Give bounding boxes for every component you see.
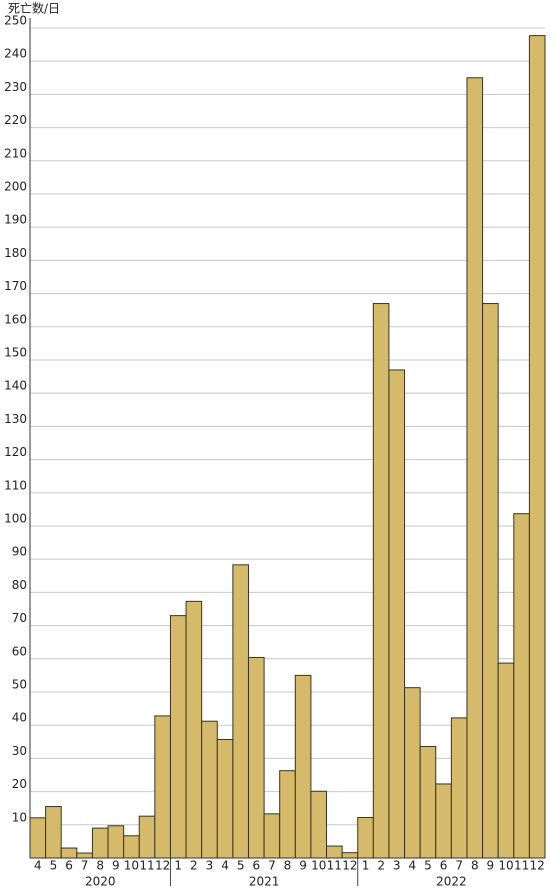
x-tick-label: 10 [124, 859, 139, 873]
y-tick-label: 220 [4, 113, 27, 127]
y-tick-label: 90 [12, 545, 27, 559]
y-tick-label: 80 [12, 578, 27, 592]
y-tick-label: 120 [4, 445, 27, 459]
x-tick-label: 12 [155, 859, 170, 873]
x-tick-label: 10 [311, 859, 326, 873]
bar [263, 813, 281, 859]
y-tick-label: 150 [4, 345, 27, 359]
bar [232, 564, 249, 859]
x-tick-label: 6 [252, 859, 260, 873]
x-group-label: 2022 [436, 875, 467, 889]
bar [279, 770, 296, 859]
bar [357, 816, 374, 859]
y-tick-label: 100 [4, 511, 27, 525]
bar [91, 827, 109, 859]
y-tick-label: 70 [12, 611, 27, 625]
x-tick-label: 11 [139, 859, 154, 873]
bar [45, 806, 62, 859]
x-tick-label: 7 [455, 859, 463, 873]
bar [310, 790, 328, 859]
x-tick-label: 5 [50, 859, 58, 873]
bar [123, 835, 140, 859]
x-tick-label: 1 [174, 859, 182, 873]
bar [169, 615, 187, 859]
y-tick-label: 190 [4, 213, 27, 227]
x-tick-label: 6 [440, 859, 448, 873]
x-tick-label: 2 [190, 859, 198, 873]
bar [388, 369, 406, 859]
y-tick-label: 60 [12, 644, 27, 658]
y-tick-label: 10 [12, 810, 27, 824]
bar [513, 513, 530, 859]
bar [247, 656, 265, 859]
bar [107, 825, 125, 859]
x-tick-label: 3 [393, 859, 401, 873]
x-tick-label: 4 [409, 859, 417, 873]
bar [76, 852, 93, 859]
bar [482, 303, 499, 859]
x-tick-label: 7 [268, 859, 276, 873]
x-tick-label: 12 [342, 859, 357, 873]
x-tick-label: 11 [327, 859, 342, 873]
x-tick-label: 6 [65, 859, 73, 873]
bar [341, 852, 359, 859]
x-tick-label: 9 [299, 859, 307, 873]
bar [419, 745, 437, 859]
x-tick-label: 7 [81, 859, 89, 873]
y-tick-label: 50 [12, 677, 27, 691]
bar [497, 662, 515, 859]
x-tick-label: 1 [362, 859, 370, 873]
bar [29, 817, 47, 859]
x-tick-label: 12 [530, 859, 545, 873]
y-tick-label: 200 [4, 179, 27, 193]
bar [326, 845, 343, 859]
bar [185, 600, 203, 859]
x-tick-label: 9 [112, 859, 120, 873]
y-tick-label: 160 [4, 312, 27, 326]
bar [372, 303, 390, 859]
x-tick-label: 5 [424, 859, 432, 873]
x-tick-label: 11 [514, 859, 529, 873]
bar [294, 674, 312, 859]
y-tick-label: 240 [4, 47, 27, 61]
bar [528, 35, 546, 859]
y-tick-label: 140 [4, 379, 27, 393]
y-tick-label: 130 [4, 412, 27, 426]
bar [466, 77, 484, 859]
x-tick-label: 4 [34, 859, 42, 873]
x-group-label: 2020 [85, 875, 116, 889]
x-tick-label: 5 [237, 859, 245, 873]
bar [435, 783, 452, 859]
bar [201, 720, 218, 859]
x-tick-label: 8 [96, 859, 104, 873]
bar [404, 687, 421, 859]
y-tick-label: 230 [4, 80, 27, 94]
bar [450, 717, 468, 859]
x-tick-label: 2 [377, 859, 385, 873]
bar [216, 738, 234, 859]
x-tick-label: 8 [471, 859, 479, 873]
y-axis-label: 死亡数/日 [8, 1, 60, 16]
y-tick-label: 20 [12, 777, 27, 791]
x-tick-label: 8 [284, 859, 292, 873]
bar [154, 715, 171, 859]
x-tick-label: 4 [221, 859, 229, 873]
x-tick-label: 10 [498, 859, 513, 873]
x-group-label: 2021 [249, 875, 280, 889]
y-tick-label: 30 [12, 744, 27, 758]
x-tick-label: 9 [487, 859, 495, 873]
bar [138, 815, 156, 859]
y-tick-label: 250 [4, 13, 27, 27]
y-tick-label: 180 [4, 246, 27, 260]
x-tick-label: 3 [206, 859, 214, 873]
y-tick-label: 40 [12, 711, 27, 725]
y-tick-label: 170 [4, 279, 27, 293]
y-tick-label: 210 [4, 146, 27, 160]
y-tick-label: 110 [4, 478, 27, 492]
bar [60, 847, 78, 859]
